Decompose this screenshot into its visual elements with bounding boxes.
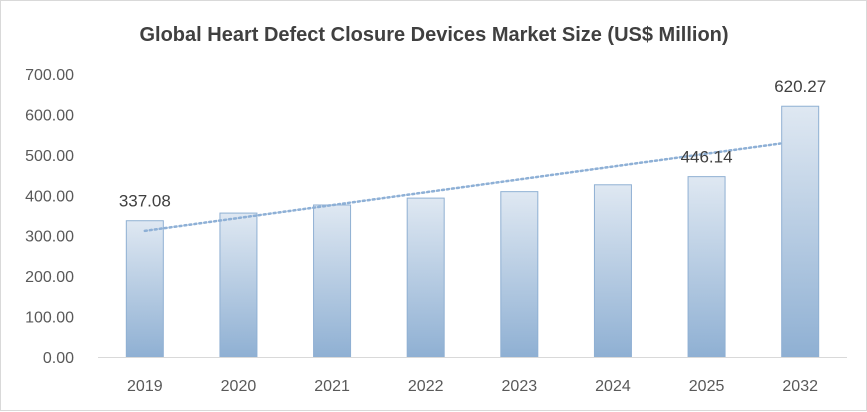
bars [125,105,820,358]
x-tick-label: 2024 [595,378,631,395]
bar-2019 [125,220,164,358]
bar-2032 [781,105,820,358]
trendline-group [143,142,782,233]
x-tick-label: 2032 [782,378,818,395]
y-tick-label: 100.00 [25,310,74,327]
y-tick-label: 0.00 [43,350,74,367]
chart-title: Global Heart Defect Closure Devices Mark… [139,24,728,46]
y-tick-label: 300.00 [25,229,74,246]
x-tick-label: 2021 [314,378,350,395]
bar-2025 [687,176,726,358]
x-tick-label: 2023 [502,378,538,395]
x-tick-label: 2025 [689,378,725,395]
bar-2024 [593,184,632,358]
y-tick-label: 600.00 [25,107,74,124]
y-tick-label: 500.00 [25,148,74,165]
y-tick-label: 200.00 [25,269,74,286]
x-tick-label: 2020 [221,378,257,395]
y-tick-label: 400.00 [25,188,74,205]
data-labels: 337.08 446.14 620.27 [119,77,826,210]
y-tick-label: 700.00 [25,67,74,84]
y-axis: 0.00 100.00 200.00 300.00 400.00 500.00 600.00… [25,67,74,367]
bar-2023 [500,191,539,358]
trendline [143,142,782,233]
x-tick-label: 2022 [408,378,444,395]
data-label-2019: 337.08 [119,192,171,211]
bar-2022 [406,197,445,358]
data-label-2032: 620.27 [774,77,826,96]
data-label-2025: 446.14 [681,148,733,167]
x-tick-label: 2019 [127,378,163,395]
bar-2020 [219,212,258,358]
bar-2021 [313,204,352,358]
x-axis: 2019 2020 2021 2022 2023 2024 2025 2032 [98,357,847,395]
